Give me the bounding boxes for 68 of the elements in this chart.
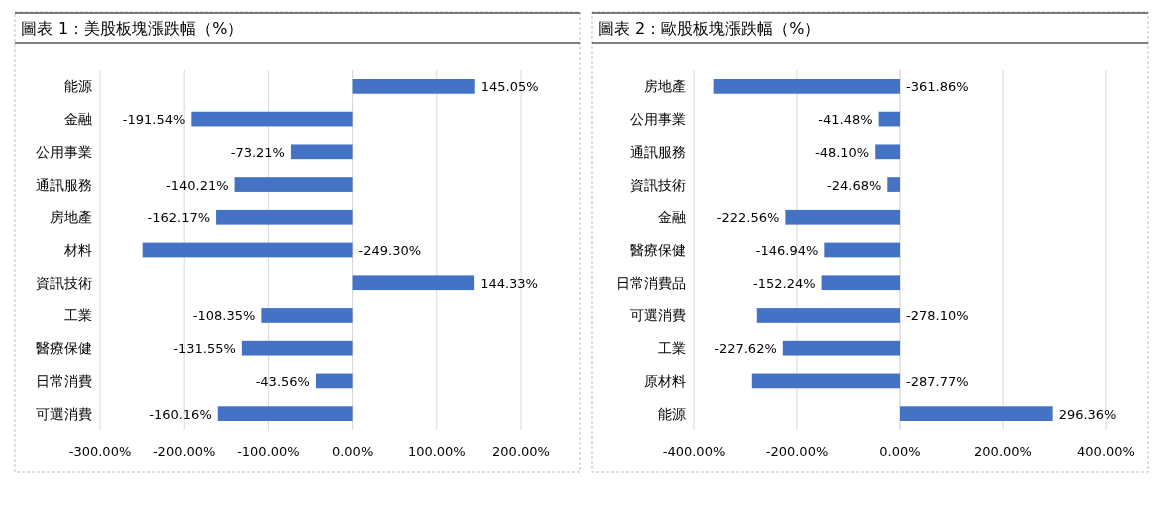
data-label: -361.86% bbox=[906, 79, 969, 95]
data-label: -108.35% bbox=[192, 308, 256, 324]
x-tick-label: -200.00% bbox=[765, 444, 829, 459]
bar bbox=[352, 275, 475, 291]
bar bbox=[217, 406, 353, 421]
data-label: -146.94% bbox=[755, 243, 819, 258]
chart-title: 圖表 2：歐股板塊漲跌幅（%） bbox=[598, 19, 821, 38]
y-tick-label: 工業 bbox=[658, 340, 686, 357]
y-tick-label: 房地產 bbox=[50, 209, 92, 226]
y-tick-label: 可選消費 bbox=[630, 307, 686, 324]
x-tick-label: -200.00% bbox=[152, 444, 216, 459]
data-label: -152.24% bbox=[753, 275, 816, 291]
y-tick-label: 能源 bbox=[658, 405, 686, 422]
data-label: 144.33% bbox=[480, 275, 538, 291]
y-tick-label: 房地產 bbox=[644, 78, 686, 95]
bar bbox=[241, 340, 353, 356]
bar bbox=[191, 111, 353, 127]
y-tick-label: 可選消費 bbox=[36, 405, 92, 422]
y-tick-label: 日常消費 bbox=[36, 372, 92, 389]
bar bbox=[216, 209, 353, 225]
y-tick-label: 能源 bbox=[64, 78, 92, 95]
x-tick-label: 200.00% bbox=[974, 444, 1032, 459]
bar bbox=[290, 144, 353, 160]
chart-title: 圖表 1：美股板塊漲跌幅（%） bbox=[21, 19, 244, 38]
x-tick-label: 100.00% bbox=[407, 444, 466, 459]
data-label: -191.54% bbox=[122, 112, 186, 128]
data-label: 296.36% bbox=[1058, 406, 1117, 422]
y-tick-label: 醫療保健 bbox=[630, 242, 686, 258]
data-label: -162.17% bbox=[147, 210, 211, 226]
y-tick-label: 公用事業 bbox=[36, 143, 92, 160]
y-tick-label: 原材料 bbox=[644, 372, 686, 389]
data-label: -48.10% bbox=[814, 144, 870, 160]
bar bbox=[142, 242, 353, 258]
data-label: -41.48% bbox=[818, 112, 873, 128]
data-label: -249.30% bbox=[358, 243, 422, 258]
bar bbox=[234, 177, 353, 192]
data-label: -131.55% bbox=[173, 341, 236, 357]
x-tick-label: -300.00% bbox=[68, 444, 132, 459]
bar bbox=[261, 308, 353, 323]
x-tick-label: 0.00% bbox=[331, 444, 374, 459]
data-label: -140.21% bbox=[166, 177, 229, 193]
y-tick-label: 金融 bbox=[658, 209, 686, 226]
x-tick-label: 200.00% bbox=[492, 444, 550, 459]
y-tick-label: 資訊技術 bbox=[36, 274, 92, 291]
y-tick-label: 日常消費品 bbox=[616, 274, 686, 291]
data-label: -43.56% bbox=[255, 373, 310, 389]
y-tick-label: 材料 bbox=[63, 242, 92, 258]
y-tick-label: 資訊技術 bbox=[630, 176, 686, 193]
y-tick-label: 通訊服務 bbox=[36, 176, 92, 193]
data-label: -278.10% bbox=[906, 308, 969, 324]
bar bbox=[315, 373, 353, 389]
y-tick-label: 通訊服務 bbox=[630, 143, 686, 160]
bar bbox=[352, 79, 475, 94]
data-label: -160.16% bbox=[149, 406, 212, 422]
x-tick-label: -400.00% bbox=[662, 444, 726, 459]
data-label: 145.05% bbox=[480, 79, 539, 95]
y-tick-label: 工業 bbox=[64, 307, 92, 324]
data-label: -287.77% bbox=[906, 373, 969, 389]
x-tick-label: 400.00% bbox=[1077, 444, 1135, 459]
y-tick-label: 公用事業 bbox=[630, 111, 686, 128]
data-label: -73.21% bbox=[230, 144, 285, 160]
x-tick-label: -100.00% bbox=[237, 444, 300, 459]
data-label: -24.68% bbox=[827, 177, 882, 193]
data-label: -222.56% bbox=[716, 210, 780, 226]
y-tick-label: 醫療保健 bbox=[36, 340, 92, 357]
y-tick-label: 金融 bbox=[64, 111, 92, 128]
data-label: -227.62% bbox=[714, 341, 777, 357]
x-tick-label: 0.00% bbox=[879, 444, 921, 459]
